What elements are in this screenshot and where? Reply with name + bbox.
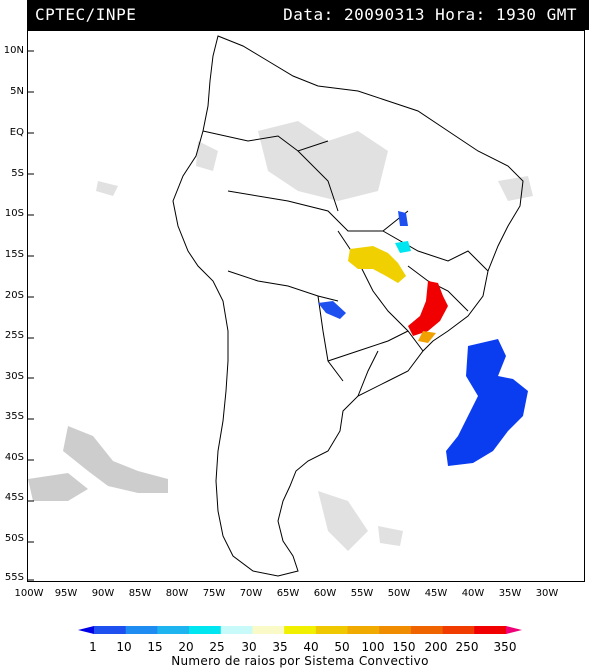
- legend-colorbar: [78, 626, 522, 634]
- lat-label: 50S: [4, 533, 24, 544]
- lat-label: EQ: [9, 127, 24, 138]
- lon-label: 55W: [350, 588, 374, 599]
- legend-color-swatch: [189, 626, 222, 634]
- lat-label: 10S: [4, 208, 24, 219]
- lon-label: 45W: [424, 588, 448, 599]
- lon-label: 40W: [461, 588, 485, 599]
- lon-label: 35W: [498, 588, 522, 599]
- legend-color-swatch: [157, 626, 190, 634]
- lat-label: 35S: [4, 411, 24, 422]
- lon-label: 90W: [91, 588, 115, 599]
- legend-color-swatch: [125, 626, 158, 634]
- legend-tick-label: 10: [116, 640, 132, 654]
- map-header: CPTEC/INPE Data: 20090313 Hora: 1930 GMT: [27, 0, 589, 30]
- map-canvas: [28, 35, 533, 581]
- legend-color-swatch: [410, 626, 444, 634]
- header-date-time: Data: 20090313 Hora: 1930 GMT: [283, 5, 577, 24]
- legend-tick-label: 100: [361, 640, 385, 654]
- lat-label: 30S: [4, 371, 24, 382]
- lat-label: 55S: [4, 572, 24, 583]
- legend-tick-label: 200: [424, 640, 448, 654]
- legend-color-swatch: [220, 626, 253, 634]
- legend-color-swatch: [315, 626, 349, 634]
- continent-outline: [172, 35, 524, 577]
- lon-label: 70W: [239, 588, 263, 599]
- legend-tick-label: 35: [272, 640, 288, 654]
- legend-color-swatch: [94, 626, 127, 634]
- legend-tick-label: 25: [209, 640, 225, 654]
- legend-tick-label: 40: [303, 640, 319, 654]
- system-cluster-paraguay: [318, 301, 346, 319]
- lon-label: 65W: [276, 588, 300, 599]
- system-cluster-south-atlantic: [446, 339, 528, 466]
- legend-title: Numero de raios por Sistema Convectivo: [171, 654, 429, 668]
- lon-label: 75W: [202, 588, 226, 599]
- legend-tick-label: 15: [147, 640, 163, 654]
- lat-label: 45S: [4, 492, 24, 503]
- legend-color-swatch: [347, 626, 380, 634]
- legend-color-swatch: [506, 626, 522, 634]
- lon-label: 80W: [165, 588, 189, 599]
- header-source: CPTEC/INPE: [35, 5, 137, 24]
- legend-color-swatch: [284, 626, 317, 634]
- legend-tick-label: 250: [455, 640, 479, 654]
- system-cluster-goias: [395, 241, 411, 253]
- legend-tick-label: 30: [241, 640, 257, 654]
- lat-label: 10N: [3, 45, 24, 56]
- legend-color-swatch: [252, 626, 285, 634]
- legend-color-swatch: [78, 626, 94, 634]
- lon-label: 60W: [313, 588, 337, 599]
- system-cluster-central: [348, 246, 406, 283]
- legend-tick-label: 150: [392, 640, 416, 654]
- lat-label: 5S: [11, 168, 24, 179]
- lat-label: 5N: [10, 86, 24, 97]
- legend-color-swatch: [474, 626, 507, 634]
- lon-label: 85W: [128, 588, 152, 599]
- cloud-cover: [28, 121, 533, 551]
- lat-label: 25S: [4, 330, 24, 341]
- lat-label: 40S: [4, 452, 24, 463]
- lat-label: 15S: [4, 249, 24, 260]
- system-cluster-north: [398, 211, 408, 226]
- map-ticks: [28, 50, 34, 581]
- legend-tick-label: 350: [493, 640, 517, 654]
- system-cluster-southeast: [408, 281, 448, 343]
- legend-color-swatch: [379, 626, 412, 634]
- lon-label: 100W: [14, 588, 44, 599]
- map-frame: [27, 30, 585, 582]
- legend-tick-label: 50: [334, 640, 350, 654]
- lon-label: 50W: [387, 588, 411, 599]
- lon-label: 95W: [54, 588, 78, 599]
- legend-tick-label: 1: [89, 640, 97, 654]
- legend-color-swatch: [442, 626, 475, 634]
- legend-tick-label: 20: [178, 640, 194, 654]
- lon-label: 30W: [535, 588, 559, 599]
- lat-label: 20S: [4, 290, 24, 301]
